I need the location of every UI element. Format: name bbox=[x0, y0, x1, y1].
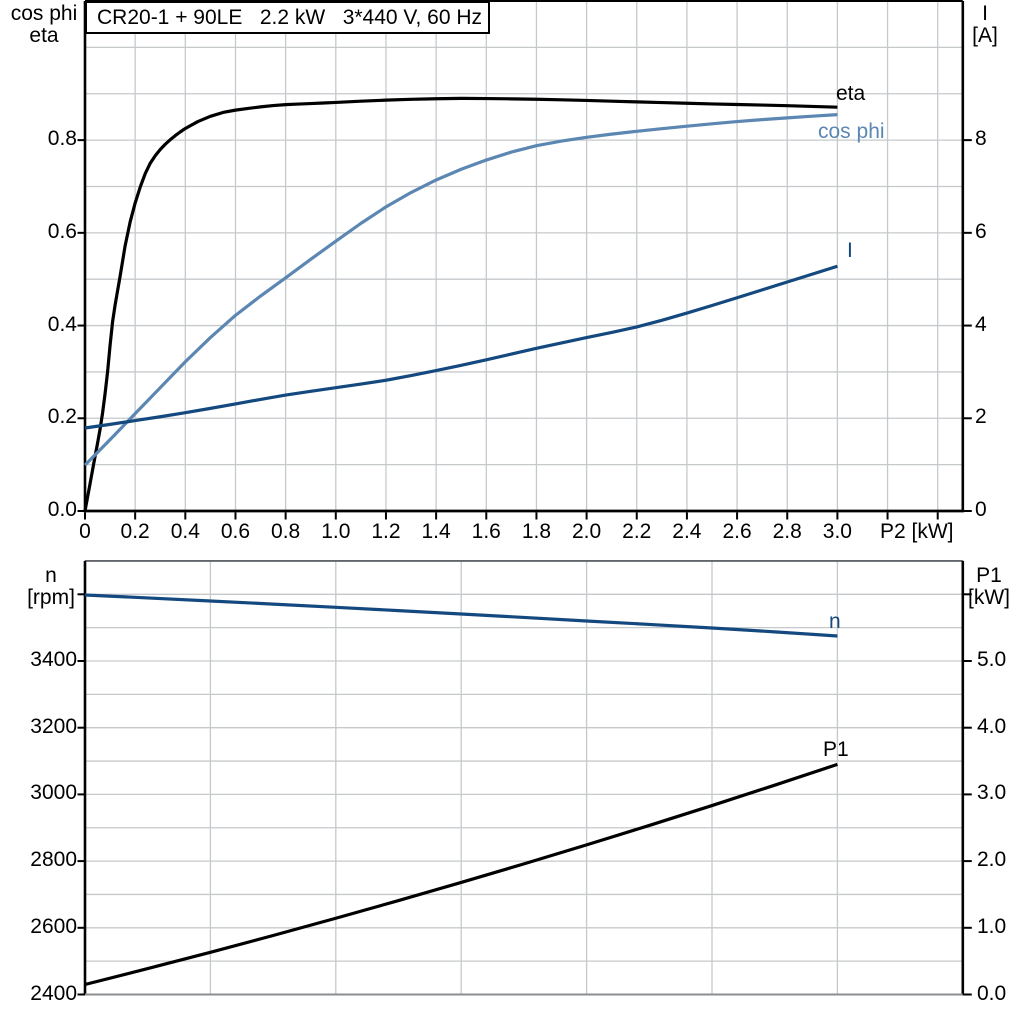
chart-title: CR20-1 + 90LE 2.2 kW 3*440 V, 60 Hz bbox=[97, 5, 483, 29]
curve-n bbox=[84, 593, 838, 638]
x-tick-label: 1.0 bbox=[321, 520, 351, 543]
curve-label-cos-phi: cos phi bbox=[818, 120, 885, 143]
x-tick-label: 0.4 bbox=[170, 520, 200, 543]
curve-P1 bbox=[84, 762, 838, 987]
bottom-left-axis-title: n [rpm] bbox=[13, 565, 89, 609]
bottom-right-tick-label: 0.0 bbox=[977, 981, 1007, 1005]
bottom-right-tick-label: 5.0 bbox=[977, 648, 1007, 671]
top-right-tick-label: 2 bbox=[975, 405, 987, 429]
x-tick-label: 2.2 bbox=[622, 520, 652, 543]
top-left-tick-label: 0.0 bbox=[47, 498, 77, 521]
bottom-left-tick-label: 2400 bbox=[30, 981, 77, 1005]
x-tick-label: 1.6 bbox=[471, 520, 501, 543]
top-right-tick-label: 8 bbox=[975, 127, 987, 151]
x-tick-label: 1.2 bbox=[371, 520, 401, 543]
x-tick-label: 0 bbox=[79, 520, 91, 543]
x-tick-label: 3.0 bbox=[822, 520, 852, 543]
curve-cos-phi bbox=[83, 113, 838, 467]
curve-label-current: I bbox=[847, 239, 853, 262]
top-left-tick-label: 0.2 bbox=[47, 405, 77, 429]
x-tick-label: 2.4 bbox=[672, 520, 702, 543]
axis-title-speed: n bbox=[45, 564, 57, 587]
x-tick-label: 2.0 bbox=[571, 520, 602, 543]
x-tick-label: 2.6 bbox=[722, 520, 752, 543]
axis-title-eta: eta bbox=[29, 24, 59, 47]
bottom-right-axis-title: P1 [kW] bbox=[964, 565, 1014, 609]
top-left-tick-label: 0.4 bbox=[47, 312, 77, 336]
top-left-tick-label: 0.8 bbox=[47, 127, 77, 151]
bottom-left-tick-label: 3400 bbox=[30, 648, 77, 671]
x-axis-title: P2 [kW] bbox=[880, 520, 954, 543]
bottom-right-tick-label: 4.0 bbox=[977, 714, 1007, 738]
x-tick-label: 0.8 bbox=[271, 520, 301, 543]
bottom-left-tick-label: 3000 bbox=[30, 781, 77, 805]
curve-eta bbox=[83, 96, 838, 512]
x-tick-label: 0.6 bbox=[220, 520, 251, 543]
axis-title-ampere-unit: [A] bbox=[972, 24, 998, 47]
axis-title-kw-unit: [kW] bbox=[968, 586, 1010, 609]
top-right-tick-label: 4 bbox=[975, 312, 987, 336]
top-right-tick-label: 0 bbox=[975, 498, 987, 521]
curve-label-eta: eta bbox=[836, 82, 866, 105]
bottom-right-tick-label: 2.0 bbox=[977, 848, 1007, 872]
top-left-tick-label: 0.6 bbox=[47, 219, 77, 243]
x-tick-label: 2.8 bbox=[772, 520, 802, 543]
axis-title-cos-phi: cos phi bbox=[10, 2, 78, 25]
x-tick-label: 1.8 bbox=[521, 520, 552, 543]
bottom-right-tick-label: 1.0 bbox=[977, 914, 1007, 938]
curve-label-p1: P1 bbox=[823, 738, 849, 761]
top-right-tick-label: 6 bbox=[975, 219, 987, 243]
chart-title-box: CR20-1 + 90LE 2.2 kW 3*440 V, 60 Hz bbox=[85, 1, 490, 34]
bottom-left-tick-label: 2800 bbox=[30, 848, 77, 872]
curve-label-speed: n bbox=[829, 610, 841, 633]
curve-I bbox=[84, 264, 838, 430]
bottom-left-tick-label: 2600 bbox=[30, 914, 77, 938]
axis-title-p1: P1 bbox=[976, 564, 1002, 587]
bottom-right-tick-label: 3.0 bbox=[977, 781, 1007, 805]
x-tick-label: 1.4 bbox=[421, 520, 451, 543]
top-right-axis-title: I [A] bbox=[964, 3, 1006, 47]
bottom-left-tick-label: 3200 bbox=[30, 714, 77, 738]
x-tick-label: 0.2 bbox=[120, 520, 150, 543]
axis-title-rpm-unit: [rpm] bbox=[27, 586, 75, 609]
axis-title-current: I bbox=[982, 2, 988, 25]
top-left-axis-title: cos phi eta bbox=[6, 3, 82, 47]
